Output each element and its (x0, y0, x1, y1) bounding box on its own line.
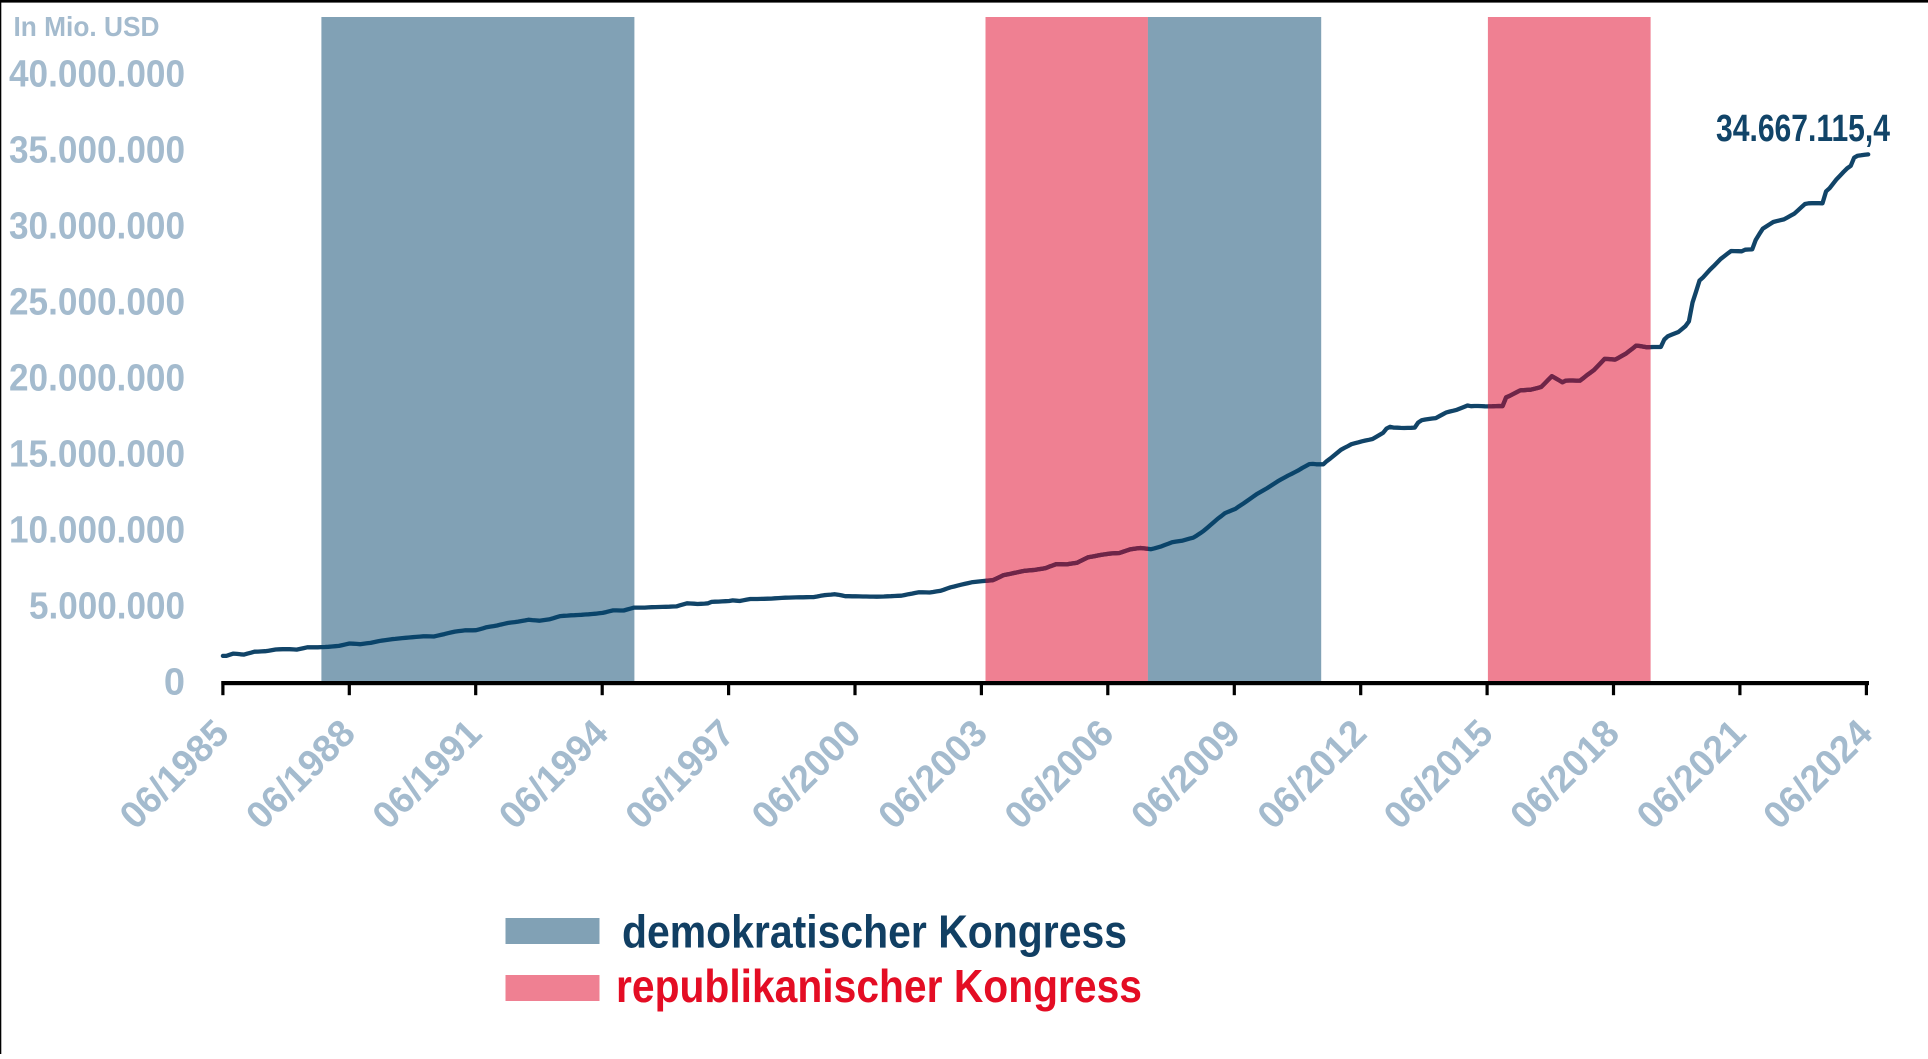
svg-text:15.000.000: 15.000.000 (9, 434, 185, 476)
svg-text:20.000.000: 20.000.000 (9, 358, 185, 400)
svg-text:0: 0 (164, 662, 185, 704)
svg-text:30.000.000: 30.000.000 (9, 206, 185, 248)
svg-text:40.000.000: 40.000.000 (9, 54, 185, 96)
svg-text:25.000.000: 25.000.000 (9, 282, 185, 324)
svg-text:35.000.000: 35.000.000 (9, 130, 185, 172)
svg-text:34.667.115,4: 34.667.115,4 (1716, 108, 1890, 150)
svg-text:demokratischer Kongress: demokratischer Kongress (622, 906, 1127, 958)
svg-text:republikanischer Kongress: republikanischer Kongress (616, 960, 1142, 1012)
svg-text:In Mio. USD: In Mio. USD (14, 11, 160, 42)
svg-text:10.000.000: 10.000.000 (9, 510, 185, 552)
svg-text:5.000.000: 5.000.000 (29, 586, 185, 628)
